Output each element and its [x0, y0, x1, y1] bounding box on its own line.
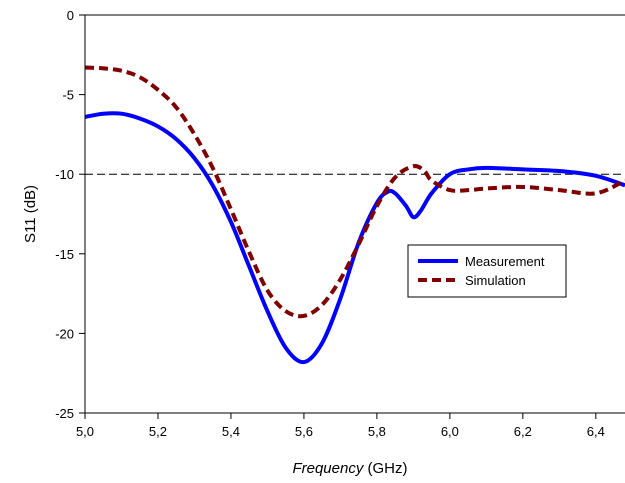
y-tick-label: -10	[55, 167, 74, 182]
legend: Measurement Simulation	[407, 244, 567, 298]
y-tick-label: -5	[62, 88, 74, 103]
ticks-layer: 5,0 5,2 5,4 5,6 5,8 6,0 6,2 6,4 0 -5 -10 -15 -20 -25	[55, 8, 605, 439]
x-axis-title: Frequency (GHz)	[292, 460, 407, 477]
legend-label-simulation: Simulation	[465, 273, 526, 288]
y-tick-label: 0	[67, 8, 74, 23]
series-line-simulation	[84, 65, 625, 319]
x-tick-label: 5,2	[149, 424, 167, 439]
y-tick-label: -25	[55, 406, 74, 421]
y-tick-label: -20	[55, 326, 74, 341]
x-tick-label: 5,8	[368, 424, 386, 439]
axes-layer	[84, 14, 625, 414]
x-tick-label: 6,4	[587, 424, 605, 439]
x-axis-title-italic: Frequency	[292, 460, 364, 477]
x-tick-label: 5,0	[76, 424, 94, 439]
series-line-measurement	[84, 111, 625, 365]
legend-box	[407, 244, 567, 298]
x-tick-label: 5,6	[295, 424, 313, 439]
legend-label-measurement: Measurement	[465, 254, 545, 269]
x-tick-label: 6,0	[441, 424, 459, 439]
series-layer	[84, 65, 625, 365]
x-axis-title-unit: (GHz)	[363, 460, 407, 477]
y-tick-label: -15	[55, 247, 74, 262]
y-axis-title: S11 (dB)	[22, 185, 39, 243]
x-tick-label: 6,2	[514, 424, 532, 439]
x-tick-label: 5,4	[222, 424, 240, 439]
